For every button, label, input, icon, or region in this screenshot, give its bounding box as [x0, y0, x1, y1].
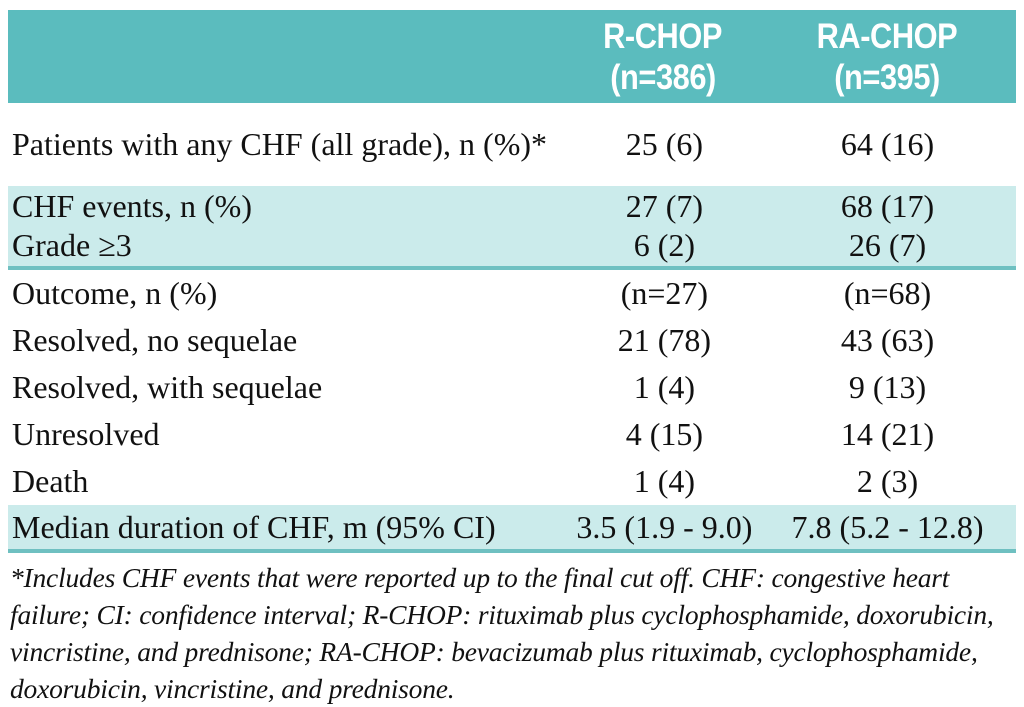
- table-row: Death 1 (4) 2 (3): [8, 458, 1016, 505]
- table-row: Resolved, no sequelae 21 (78) 43 (63): [8, 317, 1016, 364]
- value-cell-rchop: 3.5 (1.9 - 9.0): [576, 508, 753, 545]
- table-row: Grade ≥3 6 (2) 26 (7): [8, 226, 1016, 265]
- value-cell-rachop: 9 (13): [848, 369, 927, 405]
- value-cell-rachop: 26 (7): [848, 227, 927, 263]
- value-cell-rchop: (n=27): [620, 275, 709, 311]
- value-cell-rchop: 6 (2): [633, 227, 696, 263]
- table-row: Unresolved 4 (15) 14 (21): [8, 411, 1016, 458]
- outcome-section: Outcome, n (%) (n=27) (n=68) Resolved, n…: [8, 270, 1016, 505]
- rachop-n-label: (n=395): [834, 57, 940, 97]
- row-label: Death: [12, 463, 89, 499]
- row-label: Unresolved: [12, 416, 160, 452]
- row-label: Resolved, no sequelae: [12, 322, 298, 358]
- row-label: Resolved, with sequelae: [12, 369, 323, 405]
- value-cell-rachop: 68 (17): [840, 188, 935, 224]
- value-cell-rachop: (n=68): [843, 275, 932, 311]
- value-cell-rchop: 21 (78): [617, 322, 712, 358]
- table-footnote: *Includes CHF events that were reported …: [10, 562, 994, 704]
- header-cell-rchop: R-CHOP (n=386): [568, 10, 758, 103]
- table-row: CHF events, n (%) 27 (7) 68 (17): [8, 187, 1016, 226]
- value-cell-rachop: 43 (63): [840, 322, 935, 358]
- rchop-arm-label: R-CHOP: [603, 16, 723, 56]
- value-cell-rachop: 2 (3): [856, 463, 919, 499]
- chf-events-section: CHF events, n (%) 27 (7) 68 (17) Grade ≥…: [8, 186, 1016, 270]
- row-label: Patients with any CHF (all grade), n (%)…: [12, 126, 547, 162]
- value-cell-rachop: 7.8 (5.2 - 12.8): [791, 508, 984, 545]
- value-cell-rchop: 27 (7): [625, 188, 704, 224]
- table-row: Patients with any CHF (all grade), n (%)…: [8, 103, 1016, 186]
- value-cell-rchop: 1 (4): [633, 369, 696, 405]
- rchop-n-label: (n=386): [610, 57, 716, 97]
- rachop-arm-label: RA-CHOP: [816, 16, 958, 56]
- value-cell-rchop: 25 (6): [625, 126, 704, 162]
- table-header-row: R-CHOP (n=386) RA-CHOP (n=395): [8, 10, 1016, 103]
- value-cell-rchop: 4 (15): [625, 416, 704, 452]
- chf-outcomes-table: R-CHOP (n=386) RA-CHOP (n=395) Patients …: [8, 10, 1016, 707]
- header-cell-rachop: RA-CHOP (n=395): [758, 10, 1016, 103]
- row-label: Outcome, n (%): [12, 275, 218, 311]
- row-label: Grade ≥3: [12, 227, 132, 263]
- value-cell-rachop: 64 (16): [840, 126, 935, 162]
- table-row: Outcome, n (%) (n=27) (n=68): [8, 270, 1016, 317]
- value-cell-rachop: 14 (21): [840, 416, 935, 452]
- header-spacer-cell: [8, 10, 568, 103]
- median-duration-row: Median duration of CHF, m (95% CI) 3.5 (…: [8, 505, 1016, 553]
- row-label: CHF events, n (%): [12, 188, 252, 224]
- value-cell-rchop: 1 (4): [633, 463, 696, 499]
- table-row: Resolved, with sequelae 1 (4) 9 (13): [8, 364, 1016, 411]
- row-label: Median duration of CHF, m (95% CI): [12, 508, 496, 545]
